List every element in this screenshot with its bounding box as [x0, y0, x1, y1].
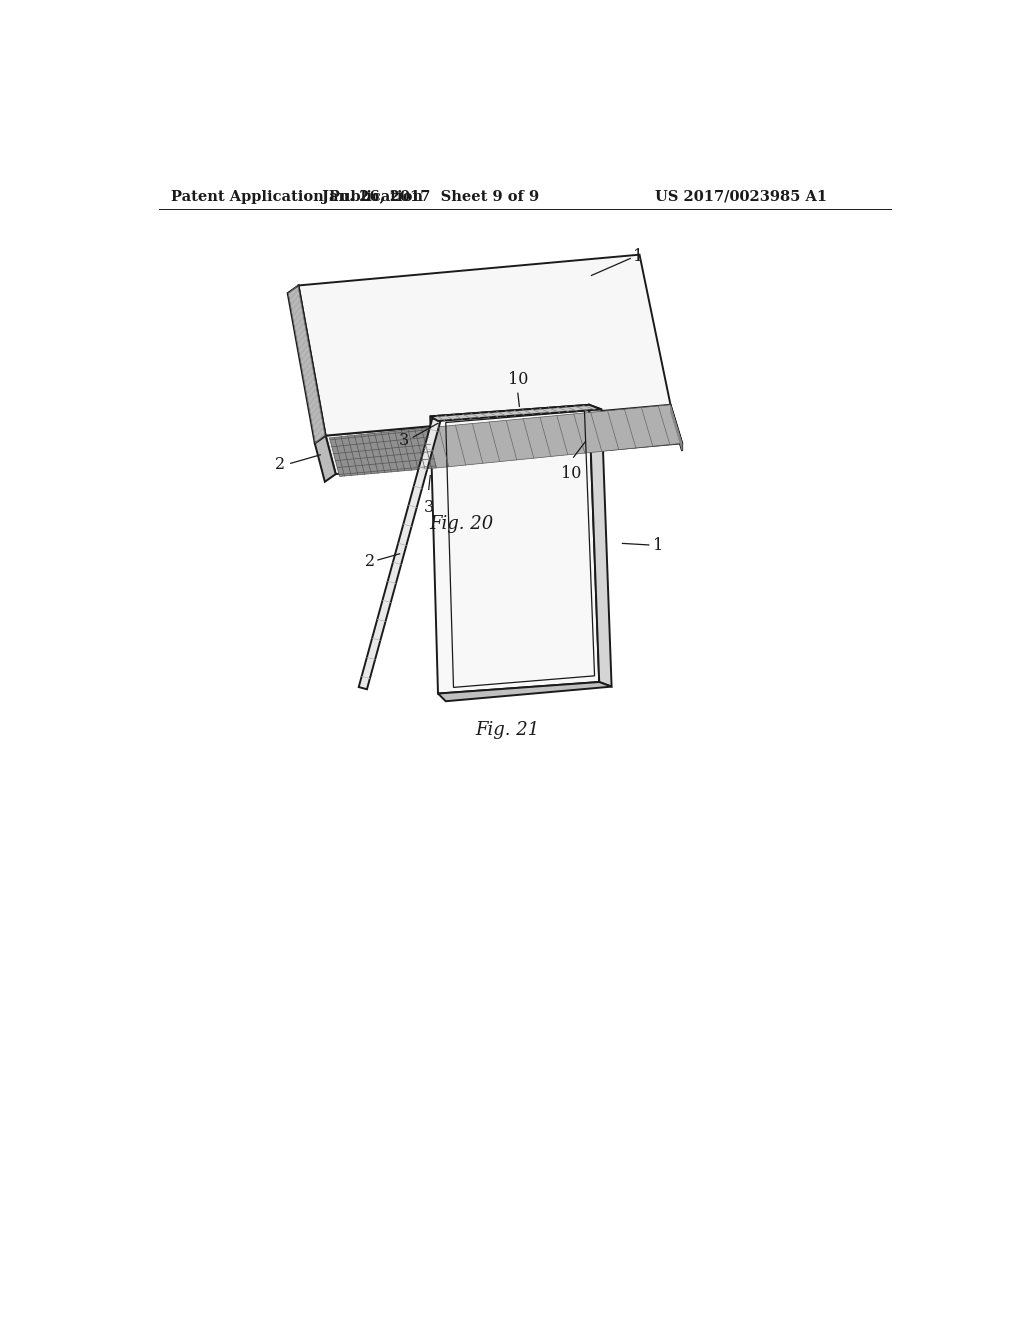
Polygon shape — [430, 405, 601, 421]
Polygon shape — [358, 418, 440, 689]
Text: 10: 10 — [508, 371, 528, 388]
Text: Fig. 20: Fig. 20 — [429, 515, 494, 533]
Polygon shape — [326, 405, 682, 474]
Text: 1: 1 — [633, 248, 643, 265]
Polygon shape — [288, 285, 326, 444]
Polygon shape — [299, 255, 671, 436]
Text: 1: 1 — [653, 537, 664, 554]
Text: Patent Application Publication: Patent Application Publication — [171, 190, 423, 203]
Polygon shape — [438, 682, 611, 701]
Text: 10: 10 — [561, 465, 582, 482]
Polygon shape — [589, 405, 611, 686]
Polygon shape — [330, 428, 436, 477]
Text: 3: 3 — [424, 499, 434, 516]
Text: 2: 2 — [275, 457, 286, 474]
Text: Fig. 21: Fig. 21 — [475, 721, 540, 739]
Polygon shape — [671, 405, 682, 451]
Polygon shape — [426, 405, 682, 469]
Polygon shape — [430, 405, 599, 693]
Text: 2: 2 — [365, 553, 375, 570]
Text: Jan. 26, 2017  Sheet 9 of 9: Jan. 26, 2017 Sheet 9 of 9 — [322, 190, 539, 203]
Polygon shape — [314, 436, 336, 482]
Text: US 2017/0023985 A1: US 2017/0023985 A1 — [655, 190, 827, 203]
Text: 3: 3 — [398, 432, 409, 449]
